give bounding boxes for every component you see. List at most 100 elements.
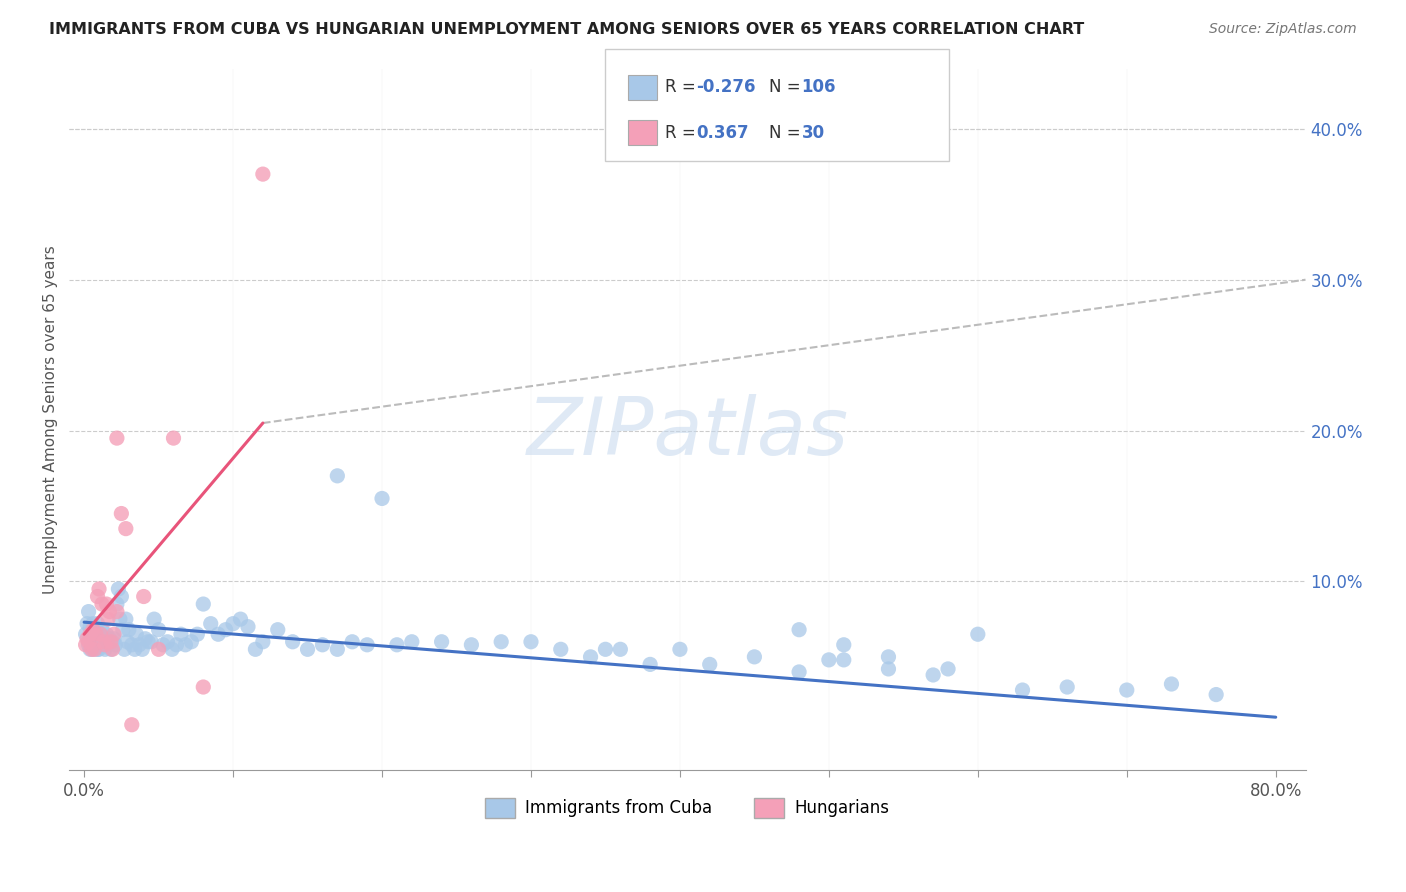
Point [141,634,163,648]
Point [110,590,132,604]
Point [87,634,110,648]
Text: N =: N = [769,78,806,96]
Point [430,634,453,648]
Y-axis label: Unemployment Among Seniors over 65 years: Unemployment Among Seniors over 65 years [44,245,58,594]
Point [170,627,193,641]
Point [134,632,156,646]
Point [401,634,423,648]
Legend: Immigrants from Cuba, Hungarians: Immigrants from Cuba, Hungarians [479,791,896,825]
Point [121,638,143,652]
Point [193,597,215,611]
Point [101,642,124,657]
Point [79,642,101,657]
Text: Source: ZipAtlas.com: Source: ZipAtlas.com [1209,22,1357,37]
Point [96,638,118,652]
Point [385,638,408,652]
Point [100,634,122,648]
Point [112,642,135,657]
Point [609,642,631,657]
Point [156,634,179,648]
Point [114,612,136,626]
Point [326,468,349,483]
Point [94,642,117,657]
Point [180,634,202,648]
Point [89,627,111,641]
Point [97,612,120,626]
Point [460,638,482,652]
Point [98,632,121,646]
Point [1160,677,1182,691]
Point [86,616,108,631]
Point [550,642,572,657]
Point [297,642,319,657]
Point [131,642,153,657]
Point [91,597,114,611]
Point [669,642,692,657]
Point [160,642,183,657]
Text: 106: 106 [801,78,837,96]
Point [832,653,855,667]
Point [79,620,101,634]
Point [107,582,129,596]
Point [76,616,98,631]
Point [1056,680,1078,694]
Point [87,582,110,596]
Text: N =: N = [769,124,806,142]
Point [1011,683,1033,698]
Point [121,717,143,731]
Point [84,623,107,637]
Point [82,642,104,657]
Point [281,634,304,648]
Point [108,612,131,626]
Point [222,616,245,631]
Point [342,634,364,648]
Point [82,616,104,631]
Point [124,642,146,657]
Point [744,649,766,664]
Point [1115,683,1137,698]
Point [75,627,97,641]
Point [579,649,602,664]
Point [132,590,155,604]
Point [79,627,101,641]
Text: IMMIGRANTS FROM CUBA VS HUNGARIAN UNEMPLOYMENT AMONG SENIORS OVER 65 YEARS CORRE: IMMIGRANTS FROM CUBA VS HUNGARIAN UNEMPL… [49,22,1084,37]
Point [200,616,222,631]
Point [207,627,229,641]
Point [489,634,512,648]
Text: 30: 30 [801,124,824,142]
Point [371,491,394,506]
Point [922,668,945,682]
Point [91,623,114,637]
Point [1205,688,1227,702]
Point [236,620,259,634]
Point [111,623,134,637]
Point [832,638,855,652]
Text: 0.367: 0.367 [696,124,748,142]
Point [86,590,108,604]
Point [83,623,105,637]
Point [267,623,290,637]
Point [77,605,100,619]
Point [966,627,988,641]
Point [174,638,197,652]
Point [638,657,661,672]
Point [104,638,127,652]
Point [245,642,267,657]
Point [82,623,104,637]
Point [103,627,125,641]
Point [143,612,166,626]
Text: ZIPatlas: ZIPatlas [526,394,848,472]
Point [193,680,215,694]
Point [936,662,959,676]
Point [114,522,136,536]
Point [83,634,105,648]
Point [326,642,349,657]
Point [125,627,148,641]
Point [136,634,159,648]
Point [214,623,236,637]
Point [75,638,97,652]
Point [117,634,139,648]
Point [84,632,107,646]
Point [101,634,124,648]
Point [162,431,184,445]
